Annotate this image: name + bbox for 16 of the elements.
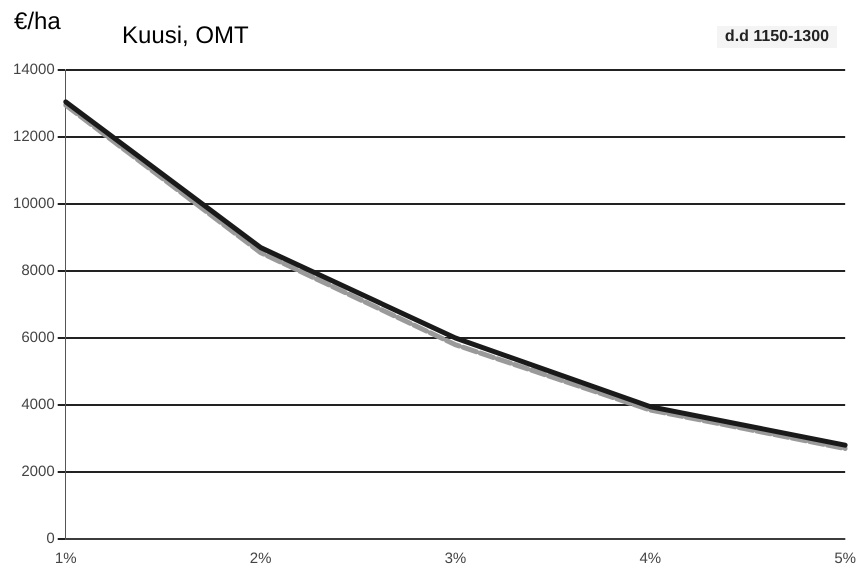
x-tick-label: 3%: [444, 550, 466, 568]
text: d.d 1150-1300: [716, 26, 837, 48]
x-tick-label: 5%: [834, 550, 856, 568]
y-tick-label: 2000: [21, 463, 55, 480]
y-axis-title: €/ha: [14, 8, 61, 36]
y-tick-label: 4000: [21, 396, 55, 414]
chart-title: Kuusi, OMT: [122, 22, 249, 50]
y-tick-label: 14000: [12, 61, 55, 78]
y-tick-label: 10000: [12, 195, 55, 212]
x-tick-label: 1%: [54, 550, 77, 568]
y-tick-label: 8000: [21, 262, 55, 280]
x-tick-label: 2%: [250, 550, 272, 568]
y-tick-label: 0: [46, 530, 55, 548]
x-tick-label: 4%: [639, 550, 662, 568]
y-tick-label: 12000: [12, 128, 55, 146]
y-tick-label: 6000: [21, 329, 55, 346]
